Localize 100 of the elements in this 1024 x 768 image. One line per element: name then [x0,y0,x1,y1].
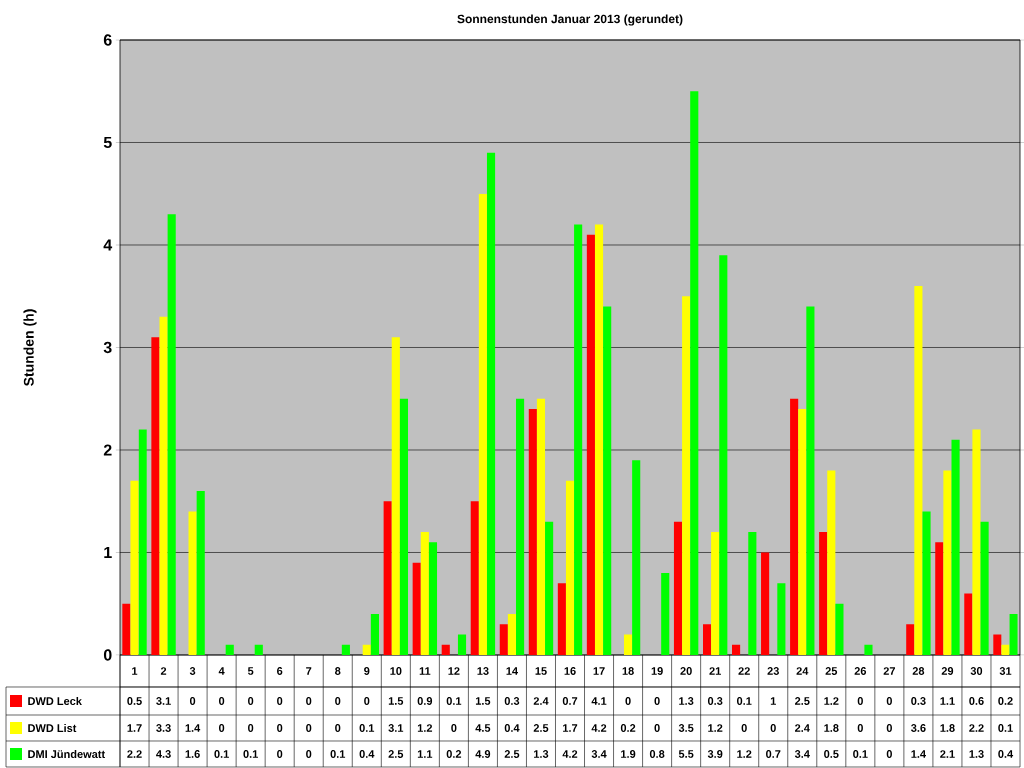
data-label: 1.1 [417,750,433,758]
data-label: 0 [654,697,660,705]
data-label: 4.5 [475,724,491,732]
data-label: 0 [189,697,196,705]
bar [383,501,392,655]
data-label: 1.7 [127,724,142,732]
y-tick-label: 2 [103,444,112,456]
data-label: 4.3 [156,750,171,758]
x-tick-label: 14 [506,667,518,675]
bar [565,480,575,655]
y-tick-label: 6 [103,34,112,46]
data-label: 4.2 [562,750,578,758]
data-label: 0.1 [330,750,346,758]
data-label: 0.6 [969,697,984,705]
x-tick-label: 23 [767,667,779,675]
bar [420,532,429,655]
data-label: 1.8 [824,724,839,732]
x-tick-label: 19 [651,667,663,675]
data-label: 0 [857,697,863,705]
data-label: 0 [857,724,863,732]
bar [138,429,147,655]
data-label: 2.5 [388,750,404,758]
x-tick-label: 5 [247,667,254,675]
x-tick-label: 1 [132,667,138,675]
data-label: 1.4 [911,750,926,758]
chart-title: Sonnenstunden Januar 2013 (gerundet) [457,14,683,26]
data-label: 2.5 [504,750,520,758]
bar [478,193,487,655]
data-label: 0 [219,724,225,732]
legend-label: DWD List [28,723,77,733]
bar [819,532,828,655]
bar [682,296,691,655]
data-label: 3.1 [156,697,171,705]
bar [777,583,786,655]
data-label: 0.7 [766,750,781,758]
data-label: 3.5 [678,724,694,732]
bar [362,644,371,655]
bar [964,593,973,655]
bar [993,634,1002,655]
data-label: 0.4 [504,724,520,732]
data-label: 0.8 [649,750,665,758]
data-label: 1.3 [969,750,984,758]
bar [673,521,683,655]
data-label: 1.2 [737,750,752,758]
bar [835,603,844,655]
x-tick-label: 9 [364,667,370,675]
x-tick-label: 22 [738,667,750,675]
y-axis-title: Stunden (h) [23,309,37,386]
x-tick-label: 29 [941,667,954,675]
y-tick-label: 1 [104,546,112,558]
data-label: 0.4 [998,750,1014,758]
bar [528,409,537,655]
data-label: 1.3 [534,750,549,758]
data-label: 1.9 [621,750,636,758]
data-label: 3.4 [591,750,607,758]
data-label: 0.1 [243,750,258,758]
x-tick-label: 30 [970,667,983,675]
data-label: 0.4 [359,750,375,758]
y-tick-label: 5 [103,136,112,149]
data-label: 2.4 [533,697,549,705]
data-label: 0 [277,724,283,732]
data-label: 0 [306,750,312,758]
data-label: 1.2 [824,697,839,705]
bar [167,214,176,655]
x-tick-label: 4 [218,667,225,675]
bar [690,91,699,655]
bar [972,429,981,655]
data-label: 3.9 [707,750,723,758]
data-label: 0 [654,724,660,732]
data-label: 0.9 [417,697,433,705]
bar [428,542,438,655]
bar [507,614,517,655]
x-tick-label: 16 [564,667,576,675]
data-label: 1.7 [563,724,578,732]
data-label: 5.5 [678,750,694,758]
data-label: 2.4 [795,724,810,732]
data-label: 0.1 [737,697,752,705]
bar [159,316,168,655]
bar [632,460,641,655]
bar [719,255,728,655]
data-label: 0.3 [911,697,926,705]
data-label: 0 [335,724,341,732]
data-label: 1.6 [185,750,200,758]
data-label: 0 [886,724,892,732]
x-tick-label: 25 [825,667,838,675]
data-label: 0 [451,724,457,732]
bar [943,470,952,655]
bar [935,542,944,655]
bar [441,644,450,655]
data-label: 0.1 [446,697,462,705]
data-label: 0 [277,750,283,758]
bar [486,152,496,655]
data-label: 3.6 [911,724,926,732]
bar [545,521,554,655]
y-tick-label: 4 [103,239,113,251]
data-label: 0.2 [620,724,636,732]
bar [761,552,770,655]
x-tick-label: 7 [306,667,312,675]
bar [806,306,815,655]
bar [586,234,595,655]
